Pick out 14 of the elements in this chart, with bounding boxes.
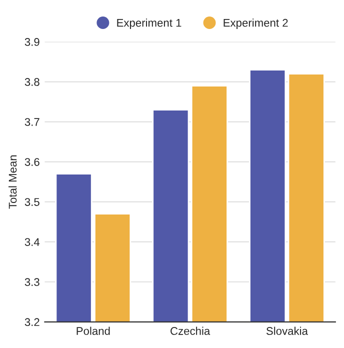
- y-tick-label: 3.7: [24, 118, 40, 126]
- x-tick-label: Czechia: [170, 326, 210, 335]
- y-tick-label: 3.2: [24, 318, 40, 326]
- y-tick-label: 3.4: [24, 238, 40, 246]
- y-tick-label: 3.3: [24, 278, 40, 286]
- x-tick-label: Slovakia: [266, 326, 308, 335]
- legend-label: Experiment 1: [117, 18, 182, 29]
- legend-label: Experiment 2: [224, 18, 288, 29]
- y-tick-label: 3.9: [24, 38, 40, 46]
- y-tick-label: 3.8: [24, 78, 40, 86]
- y-axis-title: Total Mean: [8, 155, 17, 209]
- x-tick-label: Poland: [76, 326, 110, 335]
- y-tick-label: 3.5: [24, 198, 40, 206]
- y-tick-label: 3.6: [24, 158, 40, 166]
